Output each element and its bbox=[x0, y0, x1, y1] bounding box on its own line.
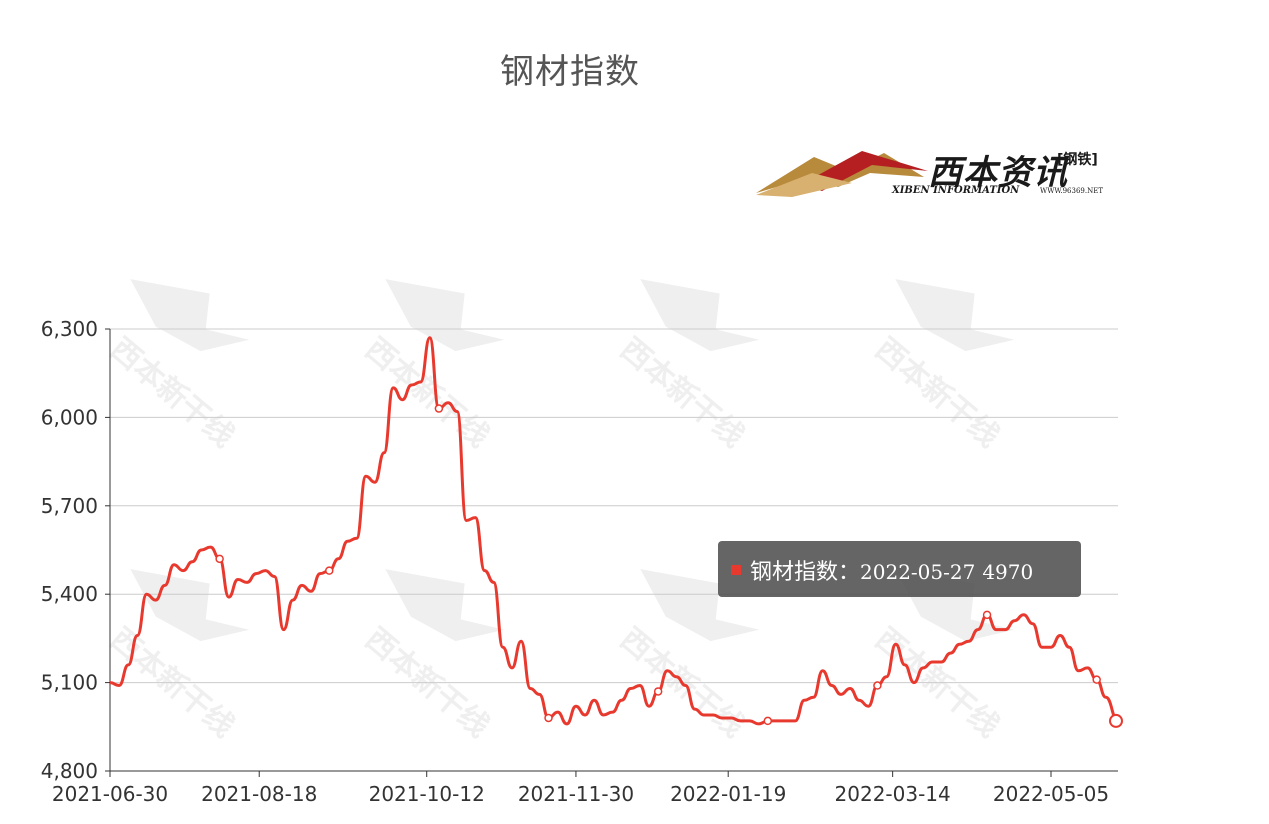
x-tick-label: 2022-01-19 bbox=[670, 782, 786, 806]
x-tick-label: 2021-10-12 bbox=[369, 782, 485, 806]
data-point[interactable] bbox=[215, 554, 224, 564]
tooltip-series: 钢材指数： bbox=[750, 560, 861, 585]
series-line bbox=[110, 336, 1118, 726]
watermark-3: 西本新干线 bbox=[868, 279, 1015, 455]
highlighted-point[interactable] bbox=[1109, 713, 1123, 728]
logo-english: XIBEN INFORMATION bbox=[892, 185, 1020, 196]
logo: 西本资讯 [钢铁] XIBEN INFORMATION WWW.96369.NE… bbox=[752, 143, 1122, 205]
y-tick-label: 5,400 bbox=[41, 582, 98, 606]
watermark-2: 西本新干线 bbox=[613, 279, 760, 455]
data-point[interactable] bbox=[1092, 675, 1101, 684]
y-tick-label: 6,300 bbox=[41, 317, 98, 341]
data-point[interactable] bbox=[873, 681, 882, 690]
y-tick-label: 5,700 bbox=[41, 494, 98, 518]
tooltip-marker bbox=[731, 565, 741, 575]
tooltip-value: 4970 bbox=[982, 560, 1034, 584]
logo-url: WWW.96369.NET bbox=[1040, 187, 1103, 195]
data-point[interactable] bbox=[325, 566, 334, 575]
svg-text:西本新干线: 西本新干线 bbox=[868, 331, 1005, 454]
tooltip: 钢材指数：2022-05-27 4970 bbox=[718, 541, 1081, 597]
series bbox=[110, 336, 1123, 728]
data-point[interactable] bbox=[982, 610, 992, 620]
y-tick-label: 5,100 bbox=[41, 671, 98, 695]
data-point[interactable] bbox=[544, 713, 553, 723]
watermark-5: 西本新干线 bbox=[358, 569, 505, 745]
x-tick-label: 2021-08-18 bbox=[201, 782, 317, 806]
x-tick-label: 2021-11-30 bbox=[518, 782, 634, 806]
watermark-1: 西本新干线 bbox=[358, 279, 505, 455]
y-tick-label: 6,000 bbox=[41, 405, 98, 429]
x-tick-label: 2021-06-30 bbox=[52, 782, 168, 806]
chart-title: 钢材指数 bbox=[500, 52, 640, 92]
x-tick-label: 2022-03-14 bbox=[835, 782, 951, 806]
watermark-0: 西本新干线 bbox=[103, 279, 250, 455]
tooltip-text: 钢材指数：2022-05-27 4970 bbox=[750, 554, 1033, 586]
logo-brand: 西本资讯 bbox=[928, 153, 1068, 193]
svg-text:西本新干线: 西本新干线 bbox=[103, 331, 240, 454]
data-point[interactable] bbox=[763, 716, 773, 726]
tooltip-date: 2022-05-27 bbox=[860, 560, 976, 584]
x-tick-label: 2022-05-05 bbox=[993, 782, 1109, 806]
axes: 4,800 5,100 5,400 5,700 6,000 6,300 2021-06-30… bbox=[41, 317, 1118, 806]
logo-tag: [钢铁] bbox=[1057, 152, 1098, 168]
mountain-logo-icon bbox=[756, 151, 928, 197]
data-point[interactable] bbox=[653, 687, 663, 696]
data-point[interactable] bbox=[434, 404, 444, 413]
svg-text:西本新干线: 西本新干线 bbox=[613, 331, 750, 454]
y-tick-label: 4,800 bbox=[41, 759, 98, 783]
